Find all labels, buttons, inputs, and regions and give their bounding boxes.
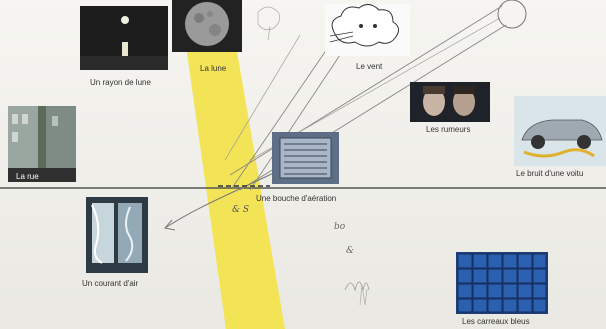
- pencil-ray: [224, 34, 301, 161]
- moon-image: [172, 0, 242, 52]
- arrow-head: [164, 219, 176, 231]
- car-image: [514, 96, 606, 166]
- rumors-image: [410, 82, 490, 122]
- moonlight-image: [80, 6, 168, 70]
- street-image: [8, 106, 76, 182]
- wind-image: [325, 4, 410, 56]
- label-carreaux-bleus: Les carreaux bleus: [462, 317, 530, 326]
- label-la-lune: La lune: [200, 64, 227, 73]
- pencil-scribble: [359, 284, 368, 306]
- pencil-scribble: [344, 281, 370, 292]
- draft-image: [86, 197, 148, 273]
- pencil-stroke: [267, 25, 271, 41]
- vent-grate-image: [272, 132, 339, 184]
- label-rayon-de-lune: Un rayon de lune: [90, 78, 151, 87]
- label-les-rumeurs: Les rumeurs: [426, 125, 471, 134]
- label-la-rue: La rue: [16, 172, 39, 181]
- label-le-bruit: Le bruit d'une voitu: [516, 169, 584, 178]
- pencil-sketch: [257, 6, 281, 31]
- label-bouche-aeration: Une bouche d'aération: [256, 194, 337, 203]
- sun-sketch: [497, 0, 527, 29]
- handwriting-mark: &: [346, 246, 355, 256]
- blue-tiles-image: [456, 252, 548, 314]
- pencil-ray: [249, 39, 351, 191]
- handwriting-bo: bo: [334, 222, 346, 232]
- handwriting-ampersand: & S: [232, 205, 250, 215]
- label-le-vent: Le vent: [356, 62, 383, 71]
- pencil-ray: [231, 29, 341, 189]
- label-courant-air: Un courant d'air: [82, 279, 139, 288]
